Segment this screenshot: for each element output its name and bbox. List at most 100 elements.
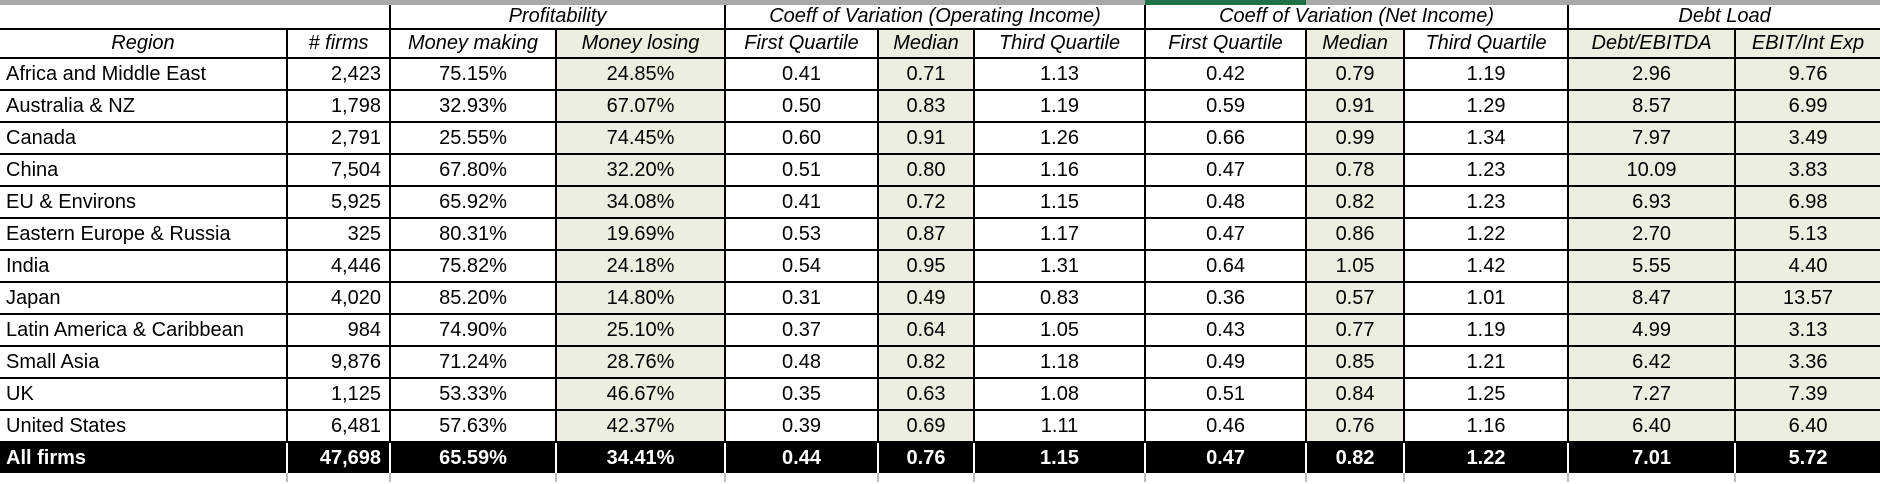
value-cell: 9,876 xyxy=(286,346,390,379)
value-cell: 32.93% xyxy=(389,90,556,123)
gridline-stub xyxy=(286,473,288,482)
value-cell: 6,481 xyxy=(286,410,390,443)
table-row: Africa and Middle East 2,423 75.15% 24.85% 0… xyxy=(0,58,1880,91)
value-cell: 2.96 xyxy=(1567,58,1736,91)
value-cell: 3.83 xyxy=(1734,154,1880,187)
value-cell: 2,423 xyxy=(286,58,390,91)
column-header: Region xyxy=(0,29,287,59)
value-cell: 1.19 xyxy=(1403,314,1569,347)
column-group-header-row: Profitability Coeff of Variation (Operati… xyxy=(0,5,1880,30)
gridline-stub xyxy=(389,473,391,482)
value-cell: 984 xyxy=(286,314,390,347)
value-cell: 6.40 xyxy=(1567,410,1736,443)
value-cell: 13.57 xyxy=(1734,282,1880,315)
top-gridline-strip xyxy=(0,0,1880,5)
region-cell: United States xyxy=(0,410,287,443)
value-cell: 0.64 xyxy=(877,314,974,347)
value-cell: 75.15% xyxy=(389,58,556,91)
value-cell: 0.91 xyxy=(1305,90,1405,123)
value-cell: 8.57 xyxy=(1567,90,1736,123)
value-cell: 47,698 xyxy=(286,442,390,475)
value-cell: 1,798 xyxy=(286,90,390,123)
value-cell: 1.16 xyxy=(972,154,1146,187)
value-cell: 6.99 xyxy=(1734,90,1880,123)
value-cell: 32.20% xyxy=(555,154,725,187)
value-cell: 4,020 xyxy=(286,282,390,315)
value-cell: 2.70 xyxy=(1567,218,1736,251)
value-cell: 0.64 xyxy=(1144,250,1307,283)
value-cell: 5.55 xyxy=(1567,250,1736,283)
gridline-stub xyxy=(1567,473,1569,482)
value-cell: 74.90% xyxy=(389,314,556,347)
value-cell: 1.26 xyxy=(972,122,1146,155)
table-row: Japan 4,020 85.20% 14.80% 0.31 0.49 0.83 0.36 0.… xyxy=(0,282,1880,315)
table-row: Australia & NZ 1,798 32.93% 67.07% 0.50 0.83 1… xyxy=(0,90,1880,123)
value-cell: 0.95 xyxy=(877,250,974,283)
value-cell: 1.08 xyxy=(972,378,1146,411)
value-cell: 5,925 xyxy=(286,186,390,219)
value-cell: 0.85 xyxy=(1305,346,1405,379)
value-cell: 0.84 xyxy=(1305,378,1405,411)
value-cell: 24.18% xyxy=(555,250,725,283)
value-cell: 0.47 xyxy=(1144,218,1307,251)
value-cell: 25.55% xyxy=(389,122,556,155)
region-cell: Latin America & Caribbean xyxy=(0,314,287,347)
value-cell: 1.34 xyxy=(1403,122,1569,155)
value-cell: 0.44 xyxy=(724,442,878,475)
value-cell: 1.31 xyxy=(972,250,1146,283)
value-cell: 1.18 xyxy=(972,346,1146,379)
value-cell: 0.42 xyxy=(1144,58,1307,91)
value-cell: 75.82% xyxy=(389,250,556,283)
value-cell: 0.87 xyxy=(877,218,974,251)
column-header: Debt/EBITDA xyxy=(1567,29,1736,59)
value-cell: 65.59% xyxy=(389,442,556,475)
value-cell: 1.01 xyxy=(1403,282,1569,315)
table-row: Eastern Europe & Russia 325 80.31% 19.69% 0.… xyxy=(0,218,1880,251)
column-header: First Quartile xyxy=(1144,29,1307,59)
value-cell: 3.13 xyxy=(1734,314,1880,347)
value-cell: 24.85% xyxy=(555,58,725,91)
value-cell: 74.45% xyxy=(555,122,725,155)
value-cell: 8.47 xyxy=(1567,282,1736,315)
value-cell: 7.01 xyxy=(1567,442,1736,475)
value-cell: 6.40 xyxy=(1734,410,1880,443)
value-cell: 0.72 xyxy=(877,186,974,219)
region-cell: Japan xyxy=(0,282,287,315)
column-header: Money making xyxy=(389,29,556,59)
gridline-stub xyxy=(1734,473,1736,482)
value-cell: 34.08% xyxy=(555,186,725,219)
value-cell: 0.79 xyxy=(1305,58,1405,91)
value-cell: 0.82 xyxy=(877,346,974,379)
value-cell: 42.37% xyxy=(555,410,725,443)
column-group-header xyxy=(0,5,390,30)
value-cell: 0.66 xyxy=(1144,122,1307,155)
table-row: EU & Environs 5,925 65.92% 34.08% 0.41 0.72 1.… xyxy=(0,186,1880,219)
value-cell: 0.63 xyxy=(877,378,974,411)
value-cell: 0.57 xyxy=(1305,282,1405,315)
value-cell: 67.07% xyxy=(555,90,725,123)
value-cell: 1.29 xyxy=(1403,90,1569,123)
value-cell: 0.41 xyxy=(724,58,878,91)
value-cell: 6.93 xyxy=(1567,186,1736,219)
gridline-stub xyxy=(1305,473,1307,482)
value-cell: 6.98 xyxy=(1734,186,1880,219)
value-cell: 0.71 xyxy=(877,58,974,91)
value-cell: 0.37 xyxy=(724,314,878,347)
value-cell: 7.97 xyxy=(1567,122,1736,155)
value-cell: 0.51 xyxy=(1144,378,1307,411)
value-cell: 1.21 xyxy=(1403,346,1569,379)
value-cell: 1.22 xyxy=(1403,218,1569,251)
value-cell: 25.10% xyxy=(555,314,725,347)
value-cell: 5.13 xyxy=(1734,218,1880,251)
total-row: All firms 47,698 65.59% 34.41% 0.44 0.76 1.15 0… xyxy=(0,442,1880,475)
region-cell: Africa and Middle East xyxy=(0,58,287,91)
value-cell: 1.23 xyxy=(1403,186,1569,219)
value-cell: 0.49 xyxy=(1144,346,1307,379)
value-cell: 0.51 xyxy=(724,154,878,187)
region-cell: China xyxy=(0,154,287,187)
value-cell: 10.09 xyxy=(1567,154,1736,187)
column-header: # firms xyxy=(286,29,390,59)
value-cell: 0.53 xyxy=(724,218,878,251)
value-cell: 0.83 xyxy=(877,90,974,123)
value-cell: 0.99 xyxy=(1305,122,1405,155)
